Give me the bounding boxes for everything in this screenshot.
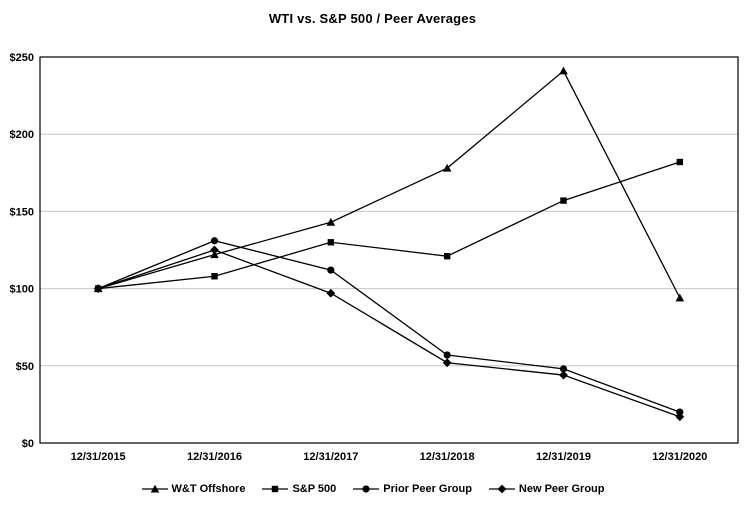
- legend-label: S&P 500: [292, 483, 337, 495]
- svg-text:$150: $150: [10, 206, 34, 218]
- triangle-marker-icon: [141, 484, 168, 493]
- diamond-marker-icon: [488, 484, 515, 494]
- svg-text:12/31/2019: 12/31/2019: [536, 451, 591, 463]
- svg-text:$50: $50: [16, 361, 34, 373]
- svg-text:12/31/2015: 12/31/2015: [71, 451, 126, 463]
- svg-text:12/31/2017: 12/31/2017: [303, 451, 358, 463]
- square-marker-icon: [262, 485, 289, 493]
- circle-marker-icon: [353, 485, 380, 493]
- legend-item-prior-peer-group: Prior Peer Group: [352, 483, 472, 495]
- svg-text:$250: $250: [10, 52, 34, 64]
- svg-text:12/31/2020: 12/31/2020: [652, 451, 707, 463]
- svg-text:$0: $0: [22, 438, 34, 450]
- legend-label: W&T Offshore: [171, 483, 246, 495]
- legend-item-sp500: S&P 500: [261, 483, 336, 495]
- legend-label: Prior Peer Group: [383, 483, 472, 495]
- legend-item-wt-offshore: W&T Offshore: [141, 483, 246, 495]
- svg-text:12/31/2016: 12/31/2016: [187, 451, 242, 463]
- svg-text:$100: $100: [10, 284, 34, 296]
- chart-title: WTI vs. S&P 500 / Peer Averages: [268, 11, 477, 26]
- svg-text:12/31/2018: 12/31/2018: [420, 451, 475, 463]
- line-chart-plot-area: $0 $50 $100 $150 $200 $250 12/31/2015 12/31/201…: [10, 52, 739, 463]
- legend-item-new-peer-group: New Peer Group: [488, 483, 605, 495]
- chart-legend: W&T Offshore S&P 500 Prior Peer Group Ne…: [0, 483, 745, 495]
- legend-label: New Peer Group: [518, 483, 605, 495]
- svg-text:$200: $200: [10, 129, 34, 141]
